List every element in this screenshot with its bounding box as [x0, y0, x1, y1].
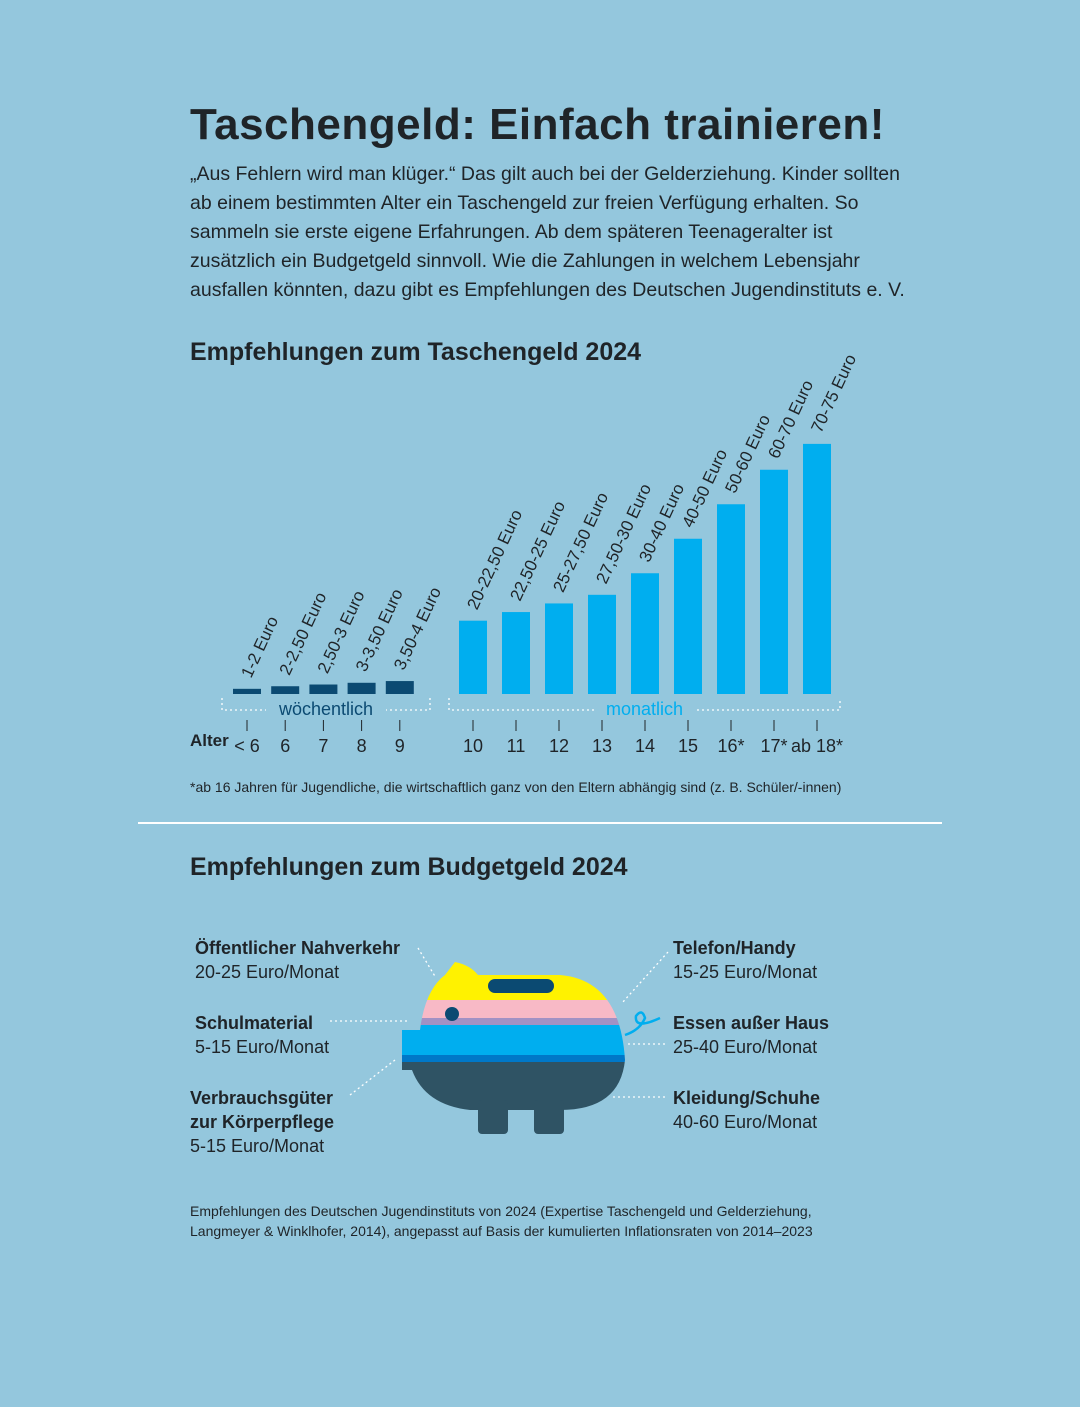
x-axis-label: Alter: [190, 731, 229, 750]
piggy-bank-icon: [330, 947, 669, 1134]
budget-item: Verbrauchsgüter zur Körperpflege 5-15 Euro…: [190, 1088, 335, 1156]
budget-item: Schulmaterial 5-15 Euro/Monat: [195, 1013, 330, 1057]
tick-label: 6: [280, 736, 290, 756]
bar: [717, 504, 745, 694]
tick-label: 9: [395, 736, 405, 756]
bar-value-label: 70-75 Euro: [807, 351, 860, 435]
bar: [545, 603, 573, 694]
tick-label: 17*: [760, 736, 787, 756]
group-bracket: [448, 698, 841, 711]
group-label: monatlich: [606, 699, 683, 719]
group-label: wöchentlich: [278, 699, 373, 719]
chart-footnote: *ab 16 Jahren für Jugendliche, die wirts…: [190, 779, 842, 795]
tick-label: 10: [463, 736, 483, 756]
tick-label: 12: [549, 736, 569, 756]
page-title: Taschengeld: Einfach trainieren!: [190, 100, 885, 149]
budget-item: Essen außer Haus 25-40 Euro/Monat: [673, 1013, 830, 1057]
bar: [271, 686, 300, 694]
budget-item: Öffentlicher Nahverkehr 20-25 Euro/Monat: [195, 938, 401, 982]
bar: [233, 688, 261, 694]
bar: [502, 612, 530, 694]
bar: [803, 443, 831, 694]
bar: [459, 620, 487, 694]
tick-label: 13: [592, 736, 612, 756]
source-line: Langmeyer & Winklhofer, 2014), angepasst…: [190, 1223, 813, 1239]
intro-text: „Aus Fehlern wird man klüger.“ Das gilt …: [190, 163, 905, 301]
tick-label: 15: [678, 736, 698, 756]
budget-item: Telefon/Handy 15-25 Euro/Monat: [673, 938, 818, 982]
bar: [347, 682, 376, 694]
tick-label: 8: [357, 736, 367, 756]
bar: [760, 469, 788, 694]
tick-label: 14: [635, 736, 655, 756]
bracket-gap: [594, 700, 695, 718]
bar: [588, 594, 616, 694]
tick-label: 16*: [717, 736, 744, 756]
tick-label: ab 18*: [791, 736, 843, 756]
tick-label: 7: [318, 736, 328, 756]
bar: [674, 538, 702, 694]
divider: [138, 822, 942, 824]
tick-label: < 6: [234, 736, 260, 756]
tick-label: 11: [507, 736, 526, 756]
bar: [385, 681, 414, 694]
source-line: Empfehlungen des Deutschen Jugendinstitu…: [190, 1203, 812, 1219]
budget-title: Empfehlungen zum Budgetgeld 2024: [190, 853, 628, 881]
bar: [631, 573, 659, 694]
bar: [309, 684, 338, 694]
bracket-gap: [266, 700, 386, 718]
budget-item: Kleidung/Schuhe 40-60 Euro/Monat: [673, 1088, 821, 1132]
chart-title: Empfehlungen zum Taschengeld 2024: [190, 338, 642, 366]
